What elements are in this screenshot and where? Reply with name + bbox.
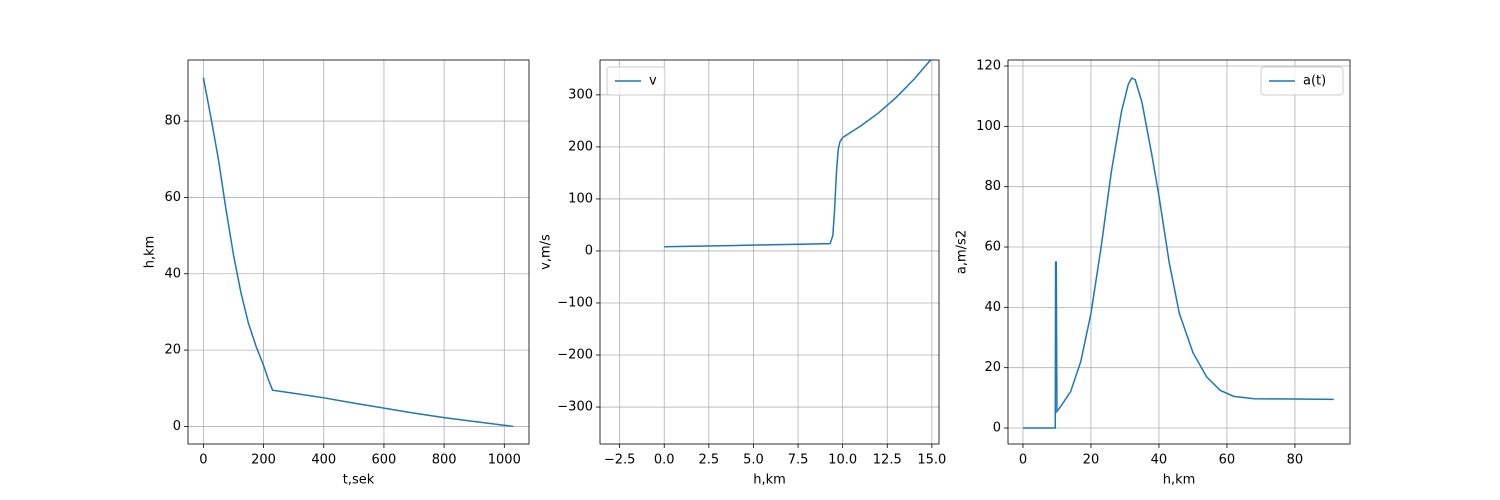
- subplot: 0 200 400 600 800 1000 0 20 40 60 80 t,sek h,km: [143, 59, 530, 488]
- x-tick-label: 0: [199, 453, 207, 468]
- y-axis-label: a,m/s2: [955, 230, 970, 274]
- y-tick-label: 20: [164, 343, 181, 358]
- y-axis-label: h,km: [143, 236, 158, 269]
- y-tick-label: 20: [984, 360, 1001, 375]
- subplot: −2.5 0.0 2.5 5.0 7.5 10.0 12.5 15.0 −300 −200 −100…: [539, 59, 946, 488]
- data-line: [1022, 77, 1334, 429]
- y-tick-label: −300: [557, 400, 593, 415]
- y-tick-label: 80: [164, 114, 181, 129]
- y-tick-label: 100: [976, 119, 1001, 134]
- x-tick-label: −2.5: [604, 453, 636, 468]
- y-tick-label: 200: [568, 139, 593, 154]
- x-tick-label: 400: [311, 453, 336, 468]
- x-axis-label: h,km: [1163, 473, 1196, 488]
- x-tick-label: 5.0: [743, 453, 764, 468]
- x-tick-label: 60: [1219, 453, 1236, 468]
- x-tick-label: 80: [1287, 453, 1304, 468]
- x-tick-label: 10.0: [828, 453, 857, 468]
- x-tick-label: 600: [372, 453, 397, 468]
- legend-label: v: [649, 74, 657, 89]
- y-tick-label: 300: [568, 87, 593, 102]
- x-tick-label: 12.5: [873, 453, 902, 468]
- y-tick-label: −100: [557, 295, 593, 310]
- legend-box: [1260, 66, 1344, 96]
- y-tick-label: −200: [557, 348, 593, 363]
- y-tick-label: 0: [173, 419, 181, 434]
- y-tick-label: 60: [164, 190, 181, 205]
- axes-frame: [599, 59, 940, 445]
- x-tick-label: 200: [251, 453, 276, 468]
- x-tick-label: 1000: [488, 453, 521, 468]
- y-tick-label: 120: [976, 59, 1001, 74]
- y-tick-label: 100: [568, 191, 593, 206]
- x-tick-label: 0: [1019, 453, 1027, 468]
- x-tick-label: 0.0: [654, 453, 675, 468]
- y-tick-label: 0: [993, 421, 1001, 436]
- legend: v: [606, 66, 666, 96]
- y-tick-label: 40: [164, 266, 181, 281]
- y-axis-label: v,m/s: [539, 234, 554, 270]
- subplot: 0 20 40 60 80 0 20 40 60 80 100 120 h,km a,m/s2 a(t): [955, 59, 1351, 488]
- data-line: [664, 60, 932, 248]
- axes-frame: [187, 59, 530, 445]
- x-tick-label: 40: [1151, 453, 1168, 468]
- legend: a(t): [1260, 66, 1344, 96]
- plot-area: [1022, 77, 1334, 429]
- plot-area: [664, 60, 932, 248]
- x-axis-label: h,km: [753, 473, 786, 488]
- y-tick-label: 0: [585, 243, 593, 258]
- x-tick-label: 800: [432, 453, 457, 468]
- data-line: [202, 77, 514, 428]
- y-tick-label: 40: [984, 300, 1001, 315]
- plot-area: [202, 77, 514, 428]
- axes-frame: [1007, 59, 1351, 445]
- x-tick-label: 2.5: [698, 453, 719, 468]
- y-tick-label: 80: [984, 179, 1001, 194]
- x-axis-label: t,sek: [343, 473, 375, 488]
- x-tick-label: 20: [1083, 453, 1100, 468]
- y-tick-label: 60: [984, 240, 1001, 255]
- x-tick-label: 7.5: [788, 453, 809, 468]
- x-tick-label: 15.0: [917, 453, 946, 468]
- legend-label: a(t): [1303, 74, 1326, 89]
